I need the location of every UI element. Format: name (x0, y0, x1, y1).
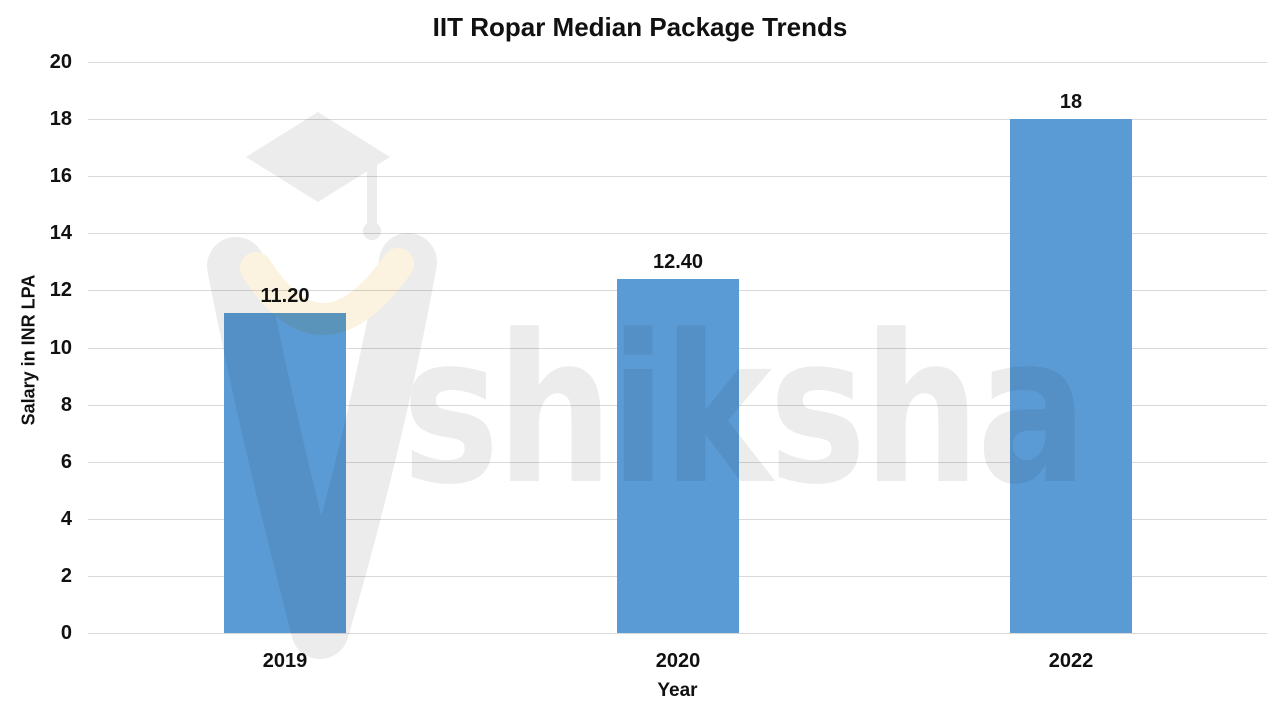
y-tick-label: 10 (49, 337, 72, 359)
y-tick-label: 0 (60, 622, 72, 644)
y-tick-label: 12 (49, 279, 72, 301)
bar-value-label: 18 (1059, 91, 1083, 113)
y-tick-label: 2 (60, 565, 72, 587)
x-axis-baseline (88, 633, 1267, 634)
bar-2022 (1010, 119, 1132, 633)
x-tick-label: 2020 (655, 650, 701, 672)
y-tick-label: 8 (60, 394, 72, 416)
gridline (88, 119, 1267, 120)
bar-2019 (224, 313, 346, 633)
y-tick-label: 6 (60, 451, 72, 473)
gridline (88, 233, 1267, 234)
y-tick-label: 18 (49, 108, 72, 130)
y-tick-label: 4 (60, 508, 72, 530)
watermark-text: shiksha (402, 291, 1084, 530)
x-tick-label: 2019 (262, 650, 308, 672)
chart-title: IIT Ropar Median Package Trends (432, 12, 848, 42)
bar-2020 (617, 279, 739, 633)
y-tick-label: 20 (49, 51, 72, 73)
gridline (88, 176, 1267, 177)
y-tick-label: 16 (49, 165, 72, 187)
x-axis-title: Year (657, 680, 698, 701)
y-tick-label: 14 (49, 222, 72, 244)
bar-value-label: 12.40 (652, 251, 704, 273)
gridline (88, 62, 1267, 63)
bar-value-label: 11.20 (260, 285, 310, 307)
x-tick-label: 2022 (1048, 650, 1094, 672)
